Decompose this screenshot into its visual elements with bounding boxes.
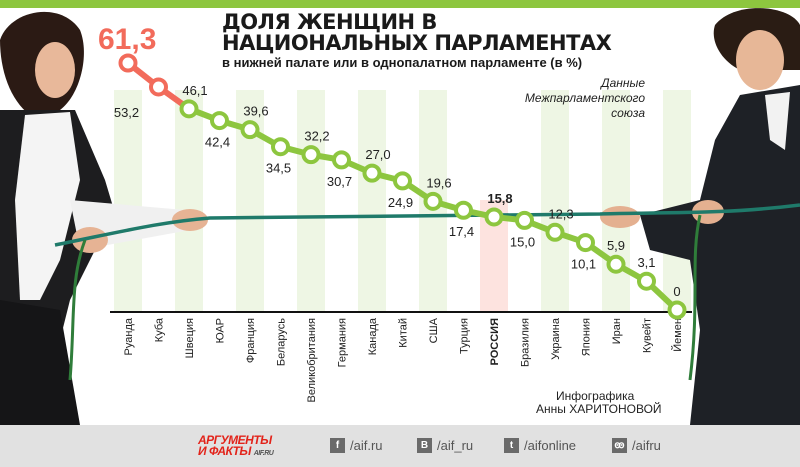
odnoklassniki-icon: ꙭ — [612, 438, 627, 453]
data-point — [637, 271, 656, 291]
value-label: 24,9 — [388, 195, 413, 210]
data-point — [515, 210, 534, 230]
value-label: 61,3 — [98, 23, 156, 56]
aif-logo[interactable]: АРГУМЕНТЫ И ФАКТЫ AIF.RU — [198, 433, 274, 459]
value-label: 3,1 — [637, 255, 655, 270]
vk-icon: B — [417, 438, 432, 453]
data-point — [484, 207, 504, 227]
value-label: 30,7 — [327, 174, 352, 189]
value-label: 27,0 — [365, 147, 390, 162]
category-label: Швеция — [184, 318, 196, 358]
twitter-icon: t — [504, 438, 519, 453]
column-band — [297, 90, 325, 312]
value-label: 15,0 — [510, 234, 535, 249]
social-link-label: /aif.ru — [350, 438, 383, 453]
social-link-label: /aifonline — [524, 438, 577, 453]
logo-line-2: И ФАКТЫ — [198, 444, 251, 458]
value-label: 10,1 — [571, 257, 596, 272]
data-point — [149, 77, 168, 97]
category-label: США — [428, 317, 440, 343]
social-link-label: /aif_ru — [437, 438, 474, 453]
category-label: Йемен — [671, 318, 684, 352]
category-label: Великобритания — [306, 318, 318, 403]
social-link[interactable]: t/aifonline — [504, 438, 576, 453]
category-label: Бразилия — [520, 318, 532, 367]
chart-title: ДОЛЯ ЖЕНЩИН В НАЦИОНАЛЬНЫХ ПАРЛАМЕНТАХ — [222, 10, 612, 55]
value-label: 12,3 — [548, 206, 573, 221]
social-link[interactable]: B/aif_ru — [417, 438, 473, 453]
data-point — [362, 163, 382, 183]
data-point — [393, 171, 412, 191]
data-point — [545, 222, 565, 242]
logo-line-1: АРГУМЕНТЫ — [198, 433, 272, 447]
column-band — [114, 90, 142, 312]
data-point — [301, 145, 321, 165]
data-point — [423, 191, 443, 211]
social-link-label: /aifru — [632, 438, 661, 453]
social-link[interactable]: ꙭ/aifru — [612, 438, 661, 453]
facebook-icon: f — [330, 438, 345, 453]
logo-site: AIF.RU — [253, 450, 274, 457]
data-point — [240, 120, 260, 140]
category-label: Иран — [611, 318, 623, 344]
data-point — [332, 150, 351, 170]
credit-line-2: Анны ХАРИТОНОВОЙ — [536, 402, 662, 416]
value-label: 32,2 — [304, 129, 329, 144]
value-label: 34,5 — [266, 161, 291, 176]
category-label: Китай — [398, 318, 410, 348]
value-label: 15,8 — [487, 191, 512, 206]
data-point — [667, 300, 687, 320]
category-label: Руанда — [123, 317, 135, 355]
data-point — [606, 254, 626, 274]
category-label: ЮАР — [215, 318, 227, 343]
category-label: Украина — [550, 317, 562, 360]
footer: АРГУМЕНТЫ И ФАКТЫ AIF.RU f/aif.ru B/aif_r… — [0, 425, 800, 467]
category-label: Куба — [154, 317, 166, 342]
category-label: Франция — [245, 318, 257, 363]
data-point — [271, 137, 290, 157]
source-note: Данные Межпарламентского союза — [524, 76, 645, 120]
column-band — [358, 90, 386, 312]
value-label: 17,4 — [449, 224, 474, 239]
column-band — [175, 90, 203, 312]
value-label: 39,6 — [243, 104, 268, 119]
category-label: Турция — [459, 318, 471, 354]
category-label: Германия — [337, 318, 349, 367]
data-point — [118, 53, 138, 73]
value-label: 46,1 — [182, 83, 207, 98]
data-point — [576, 233, 595, 253]
value-label: 19,6 — [426, 175, 451, 190]
column-band — [663, 90, 691, 312]
rope — [54, 203, 800, 247]
top-accent-bar — [0, 0, 800, 8]
rope-end-right — [688, 214, 702, 381]
category-label: Кувейт — [642, 318, 654, 353]
column-band — [541, 90, 569, 312]
chart: Руанда Куба Швеция ЮАР Франция Беларусь Велико… — [0, 8, 800, 425]
column-band — [602, 90, 630, 312]
data-point — [210, 111, 229, 131]
credit-line-1: Инфографика — [556, 389, 635, 403]
rope-end-left — [68, 239, 87, 381]
data-point — [179, 99, 199, 119]
value-label: 0 — [673, 284, 680, 299]
value-label: 5,9 — [607, 238, 625, 253]
woman-illustration — [0, 11, 208, 425]
data-point — [454, 200, 473, 220]
value-label: 42,4 — [205, 135, 230, 150]
chart-subtitle: в нижней палате или в однопалатном парла… — [222, 55, 583, 70]
category-label: Япония — [581, 318, 593, 356]
category-label: Канада — [367, 317, 379, 355]
category-label: Беларусь — [276, 318, 288, 366]
category-label: РОССИЯ — [489, 318, 501, 366]
value-label: 53,2 — [114, 105, 139, 120]
credit: Инфографика Анны ХАРИТОНОВОЙ — [536, 390, 662, 416]
social-link[interactable]: f/aif.ru — [330, 438, 383, 453]
